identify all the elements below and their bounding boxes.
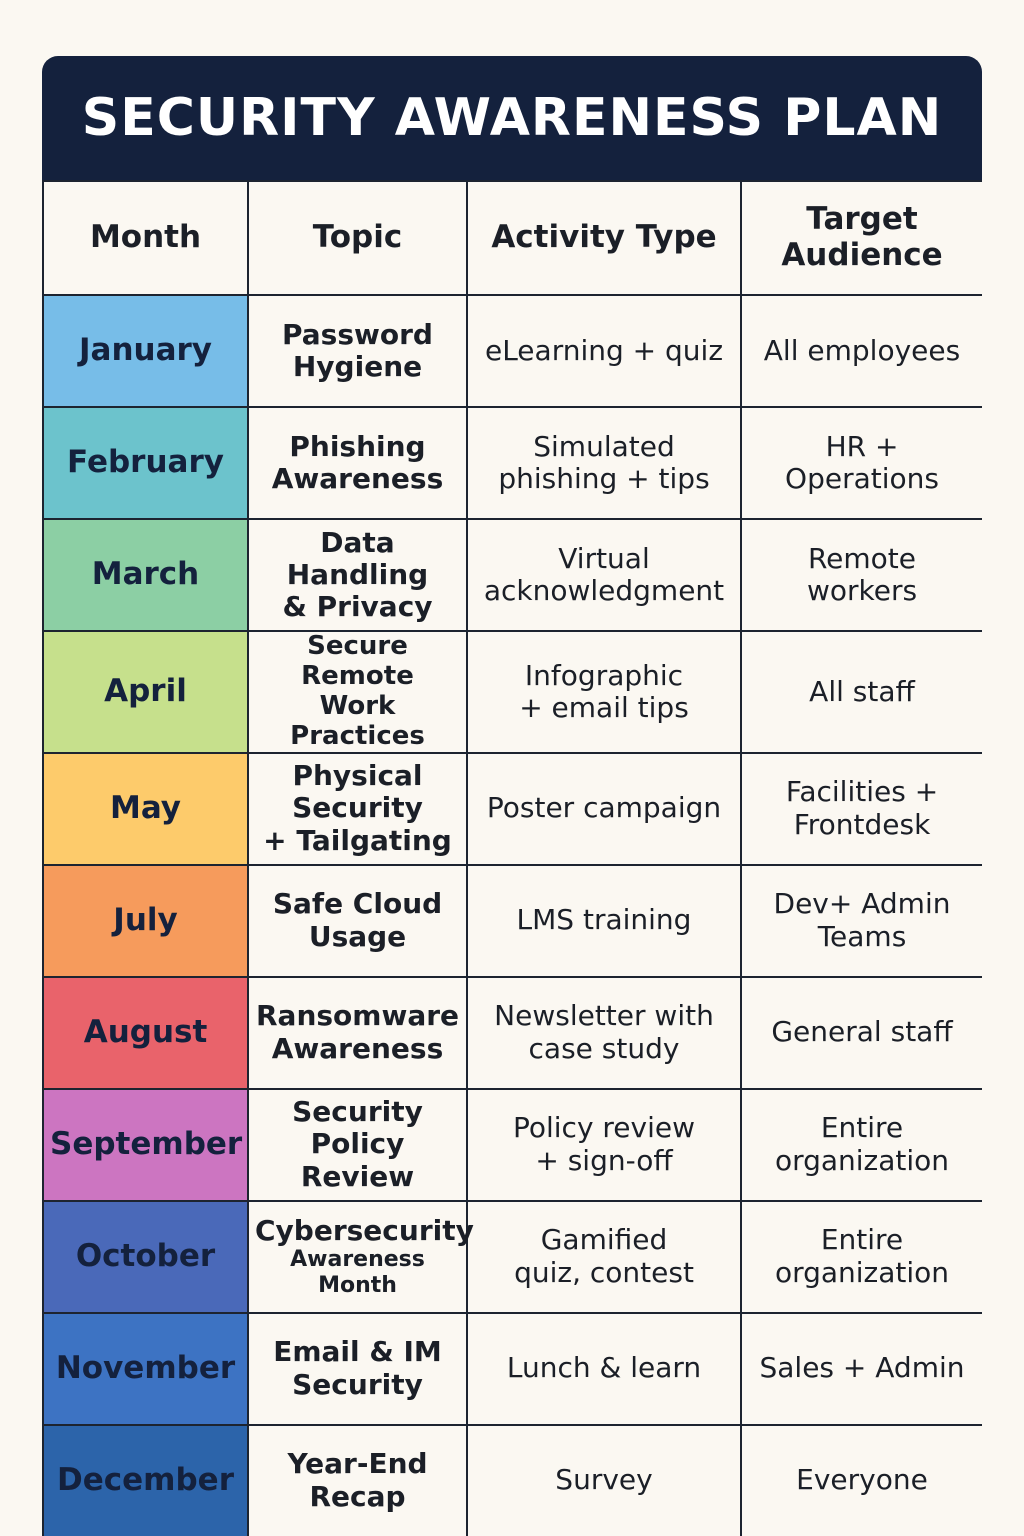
topic-sub: Awareness Month — [290, 1247, 425, 1298]
table-row: October Cybersecurity Awareness Month Gamif… — [42, 1199, 982, 1314]
topic-cell: Phishing Awareness — [247, 406, 468, 520]
table-row: August Ransomware Awareness Newsletter wit… — [42, 975, 982, 1090]
month-cell: February — [42, 406, 249, 520]
audience-cell: Entire organization — [740, 1087, 982, 1202]
audience-cell: Dev+ Admin Teams — [740, 863, 982, 978]
month-cell: August — [42, 975, 249, 1090]
header-topic: Topic — [247, 180, 468, 296]
audience-cell: Everyone — [740, 1423, 982, 1536]
header-month: Month — [42, 180, 249, 296]
month-cell: July — [42, 863, 249, 978]
header-activity-type: Activity Type — [466, 180, 742, 296]
topic-main: Cybersecurity — [255, 1214, 474, 1248]
table-row: December Year-End Recap Survey Everyone — [42, 1423, 982, 1536]
table-row: January Password Hygiene eLearning + quiz A… — [42, 294, 982, 408]
table-row: July Safe Cloud Usage LMS training Dev+ Adm… — [42, 863, 982, 978]
plan-table-body: January Password Hygiene eLearning + quiz A… — [42, 294, 982, 1536]
month-cell: April — [42, 630, 249, 754]
month-cell: May — [42, 751, 249, 866]
activity-cell: Survey — [466, 1423, 742, 1536]
title-bar: SECURITY AWARENESS PLAN — [42, 56, 982, 180]
plan-table: Month Topic Activity Type Target Audienc… — [42, 180, 982, 1536]
topic-cell: Secure Remote Work Practices — [247, 630, 468, 754]
month-cell: March — [42, 518, 249, 632]
audience-cell: Sales + Admin — [740, 1311, 982, 1426]
table-row: September Security Policy Review Policy re… — [42, 1087, 982, 1202]
topic-cell: Safe Cloud Usage — [247, 863, 468, 978]
month-cell: January — [42, 294, 249, 408]
activity-cell: LMS training — [466, 863, 742, 978]
topic-cell: Cybersecurity Awareness Month — [247, 1199, 474, 1314]
activity-cell: Gamified quiz, contest — [466, 1199, 742, 1314]
activity-cell: Simulated phishing + tips — [466, 406, 742, 520]
table-row: March Data Handling & Privacy Virtual ackn… — [42, 518, 982, 632]
audience-cell: All staff — [740, 630, 982, 754]
topic-cell: Ransomware Awareness — [247, 975, 468, 1090]
month-cell: September — [42, 1087, 249, 1202]
page-title: SECURITY AWARENESS PLAN — [81, 88, 943, 148]
month-cell: October — [42, 1199, 249, 1314]
table-row: February Phishing Awareness Simulated phis… — [42, 406, 982, 520]
header-target-audience: Target Audience — [740, 180, 982, 296]
activity-cell: Policy review + sign-off — [466, 1087, 742, 1202]
table-row: May Physical Security + Tailgating Poster … — [42, 751, 982, 866]
topic-cell: Year-End Recap — [247, 1423, 468, 1536]
audience-cell: All employees — [740, 294, 982, 408]
awareness-plan-card: SECURITY AWARENESS PLAN Month Topic Acti… — [42, 56, 982, 1536]
activity-cell: Poster campaign — [466, 751, 742, 866]
topic-cell: Physical Security + Tailgating — [247, 751, 468, 866]
audience-cell: Entire organization — [740, 1199, 982, 1314]
audience-cell: Facilities + Frontdesk — [740, 751, 982, 866]
audience-cell: General staff — [740, 975, 982, 1090]
topic-cell: Email & IM Security — [247, 1311, 468, 1426]
table-row: November Email & IM Security Lunch & learn… — [42, 1311, 982, 1426]
activity-cell: Virtual acknowledgment — [466, 518, 742, 632]
topic-cell: Password Hygiene — [247, 294, 468, 408]
activity-cell: eLearning + quiz — [466, 294, 742, 408]
activity-cell: Infographic + email tips — [466, 630, 742, 754]
activity-cell: Newsletter with case study — [466, 975, 742, 1090]
header-row: Month Topic Activity Type Target Audienc… — [42, 180, 982, 296]
topic-cell: Security Policy Review — [247, 1087, 468, 1202]
month-cell: December — [42, 1423, 249, 1536]
month-cell: November — [42, 1311, 249, 1426]
activity-cell: Lunch & learn — [466, 1311, 742, 1426]
table-row: April Secure Remote Work Practices Infogra… — [42, 630, 982, 754]
audience-cell: HR + Operations — [740, 406, 982, 520]
topic-cell: Data Handling & Privacy — [247, 518, 468, 632]
audience-cell: Remote workers — [740, 518, 982, 632]
